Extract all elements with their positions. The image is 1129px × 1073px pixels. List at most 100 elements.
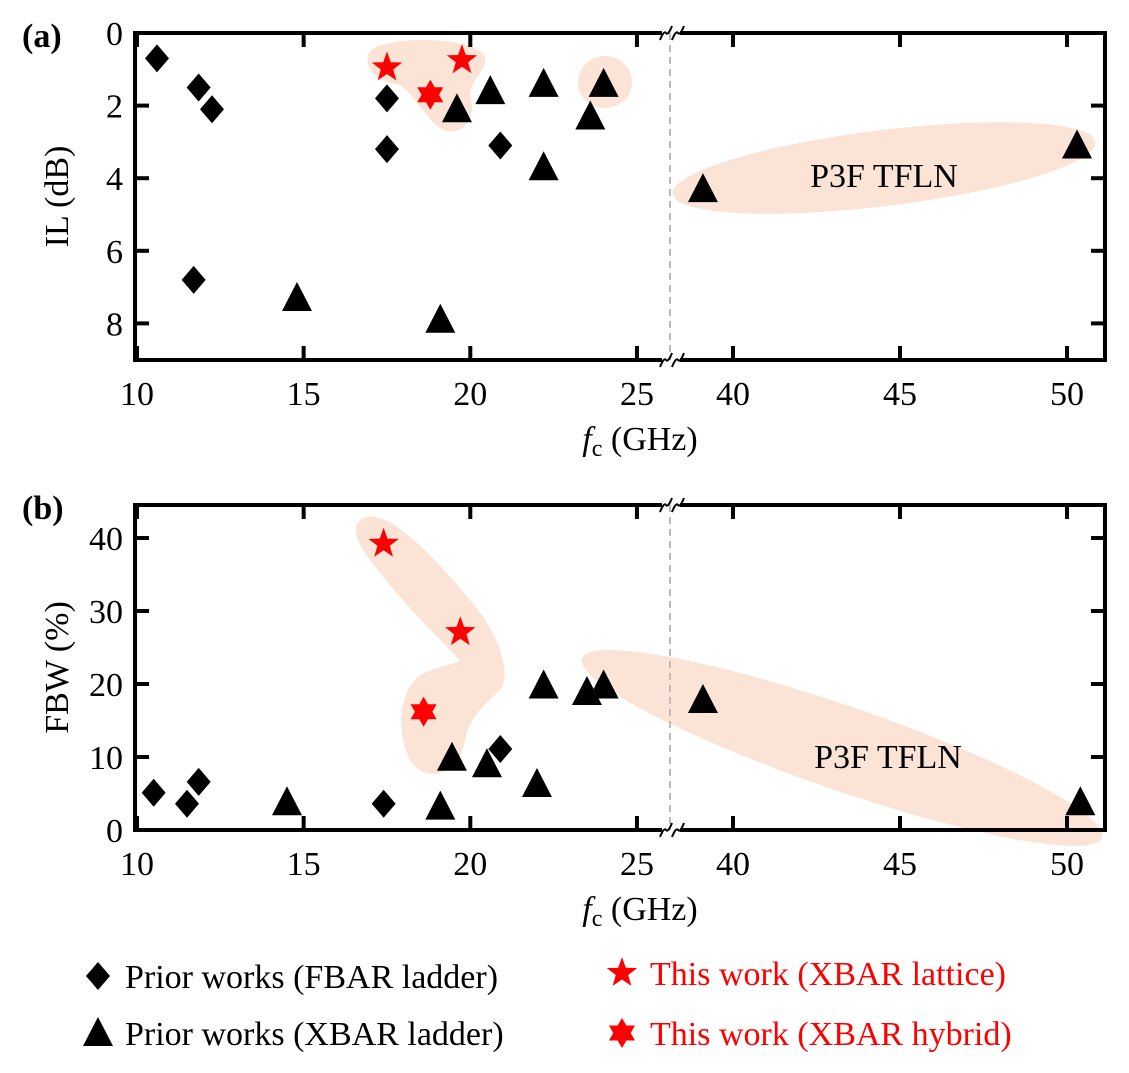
legend-label: Prior works (FBAR ladder)	[125, 959, 498, 996]
series-hexagram	[410, 696, 437, 727]
data-point-star	[368, 527, 399, 557]
data-point-triangle	[687, 173, 718, 203]
x-label-sub: c	[592, 906, 603, 932]
data-point-hexagram	[417, 79, 444, 110]
panel-a: 10 15 20 25 40 45 50 0 2 4 6 8 fc (GHz) IL (dB) (a) P3F…	[22, 16, 1107, 462]
highlight-p3f-b	[581, 650, 1103, 846]
x-tick-label: 40	[716, 846, 750, 883]
y-tick-label: 6	[106, 234, 123, 271]
legend-item: This work (XBAR lattice)	[606, 956, 1006, 993]
data-point-triangle	[521, 768, 552, 798]
legend-item: Prior works (FBAR ladder)	[86, 959, 498, 996]
series-diamond	[144, 44, 513, 294]
x-tick-label: 40	[716, 376, 750, 413]
data-point-star	[446, 44, 478, 74]
y-tick-label: 2	[106, 89, 123, 126]
data-point-diamond	[488, 734, 513, 763]
data-point-triangle	[425, 790, 456, 820]
annotation-label: P3F TFLN	[810, 158, 958, 195]
axis-break-mark	[659, 822, 685, 838]
axis-break-mark	[659, 25, 685, 41]
x-tick-label: 20	[453, 846, 487, 883]
legend-item: Prior works (XBAR ladder)	[83, 1016, 504, 1053]
legend-label: This work (XBAR lattice)	[650, 956, 1006, 993]
series-triangle	[281, 67, 1093, 333]
x-label-unit: (GHz)	[602, 421, 697, 458]
highlight-this-work-b	[355, 516, 505, 774]
series-triangle	[271, 669, 1096, 820]
series-star	[371, 44, 478, 81]
data-point-triangle	[475, 75, 506, 105]
y-tick-label: 30	[89, 594, 123, 631]
x-tick-label: 15	[287, 846, 321, 883]
data-point-triangle	[271, 786, 302, 816]
y-tick-label: 4	[106, 161, 123, 198]
series-star	[368, 527, 476, 646]
x-label-unit: (GHz)	[602, 891, 697, 928]
x-axis-label: fc (GHz)	[582, 891, 697, 932]
highlight-regions-b	[355, 516, 1103, 846]
highlight-regions-a	[367, 40, 1096, 214]
data-point-star	[445, 616, 476, 646]
data-point-diamond	[199, 95, 224, 124]
data-point-triangle	[528, 67, 559, 97]
x-tick-label: 10	[120, 846, 154, 883]
data-point-triangle	[425, 303, 456, 333]
x-tick-label: 50	[1050, 846, 1084, 883]
x-tick-label: 10	[120, 376, 154, 413]
x-label-sub: c	[592, 436, 603, 462]
data-point-triangle	[1062, 129, 1093, 159]
legend-marker-star	[606, 957, 638, 986]
data-point-triangle	[588, 669, 619, 699]
plot-frame	[133, 31, 1107, 362]
panel-label: (b)	[22, 490, 64, 527]
x-tick-label: 15	[287, 376, 321, 413]
data-point-hexagram	[410, 696, 437, 727]
axis-break-mark	[659, 352, 685, 368]
legend-marker-hexagram	[609, 1018, 635, 1048]
data-point-diamond	[141, 778, 166, 807]
x-tick-label: 45	[883, 376, 917, 413]
legend-label: Prior works (XBAR ladder)	[125, 1016, 504, 1053]
data-point-diamond	[374, 135, 399, 164]
x-tick-label: 25	[620, 376, 654, 413]
data-point-diamond	[181, 265, 206, 294]
highlight-p3f-a	[672, 122, 1096, 214]
legend-label: This work (XBAR hybrid)	[650, 1016, 1012, 1053]
legend: Prior works (FBAR ladder) This work (XBAR…	[83, 956, 1012, 1053]
data-point-triangle	[441, 93, 472, 123]
data-point-diamond	[371, 789, 396, 818]
y-tick-label: 10	[89, 740, 123, 777]
data-point-triangle	[281, 281, 312, 311]
series-diamond	[141, 734, 513, 818]
y-tick-label: 40	[89, 521, 123, 558]
x-axis-label: fc (GHz)	[582, 421, 697, 462]
data-point-diamond	[174, 789, 199, 818]
y-tick-label: 8	[106, 306, 123, 343]
data-point-diamond	[488, 131, 513, 160]
data-point-triangle	[588, 67, 619, 97]
panel-label: (a)	[22, 18, 62, 55]
data-point-triangle	[575, 100, 606, 130]
series-hexagram	[417, 79, 444, 110]
axis-break-mark	[659, 497, 685, 513]
data-point-diamond	[374, 84, 399, 113]
plot-frame	[133, 503, 1107, 832]
x-tick-label: 45	[883, 846, 917, 883]
data-point-diamond	[144, 44, 169, 73]
data-point-triangle	[436, 741, 467, 771]
data-point-triangle	[528, 669, 559, 699]
y-tick-label: 0	[106, 813, 123, 850]
x-tick-label: 20	[453, 376, 487, 413]
data-point-triangle	[687, 684, 718, 714]
data-point-triangle	[1065, 786, 1096, 816]
x-tick-label: 50	[1050, 376, 1084, 413]
legend-marker-diamond	[86, 962, 110, 990]
x-tick-label: 25	[620, 846, 654, 883]
data-point-diamond	[186, 767, 211, 796]
annotation-label: P3F TFLN	[814, 739, 962, 776]
data-point-star	[371, 51, 403, 81]
